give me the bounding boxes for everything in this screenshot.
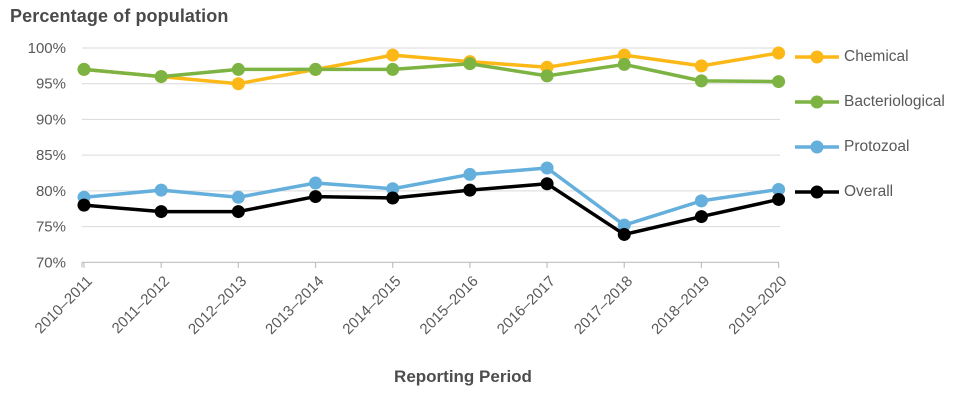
x-tick-label: 2015–2016 [417,273,482,338]
legend-label-overall: Overall [844,183,894,200]
data-point-protozoal [463,167,477,181]
legend-marker-overall-icon [795,185,839,199]
data-point-overall [231,205,245,219]
y-tick-label: 70% [36,254,66,271]
legend-item-overall: Overall [794,181,945,203]
x-axis-title: Reporting Period [394,367,532,386]
x-tick-label: 2011–2012 [109,273,173,337]
x-tick-label: 2016–2017 [494,273,559,338]
data-point-protozoal [231,190,245,204]
data-point-overall [386,191,400,205]
data-point-chemical [694,59,708,73]
legend-marker-bacteriological-icon [795,95,839,109]
series-line-overall [82,181,781,237]
legend-label-bacteriological: Bacteriological [844,93,945,110]
legend-label-protozoal: Protozoal [844,138,910,155]
data-point-overall [309,190,323,204]
data-point-chemical [386,48,400,62]
data-point-protozoal [694,194,708,208]
legend: Chemical Bacteriological Protozoal Overa… [794,46,945,203]
data-point-overall [77,198,91,212]
data-point-bacteriological [309,62,323,76]
data-point-overall [617,227,631,241]
legend-marker-protozoal-icon [795,140,839,154]
y-tick-label: 85% [36,147,66,164]
y-tick-label: 95% [36,76,66,93]
data-point-bacteriological [694,74,708,88]
data-point-bacteriological [540,69,554,83]
data-point-overall [772,192,786,206]
data-point-overall [154,205,168,219]
y-tick-label: 75% [36,219,66,236]
y-tick-label: 90% [36,111,66,128]
data-point-protozoal [540,161,554,175]
data-point-protozoal [772,182,786,196]
legend-item-protozoal: Protozoal [794,136,945,158]
data-point-protozoal [386,182,400,196]
data-point-bacteriological [77,62,91,76]
data-point-bacteriological [154,70,168,84]
data-point-bacteriological [231,62,245,76]
x-tick-label: 2019–2020 [725,273,790,338]
series-line-chemical [82,51,781,86]
series-line-bacteriological [82,61,781,84]
x-tick-label: 2017–2018 [571,273,636,338]
data-point-protozoal [154,183,168,197]
series-line-protozoal [82,166,781,227]
data-point-chemical [231,77,245,91]
x-tick-label: 2013–2014 [262,273,327,338]
y-tick-label: 80% [36,183,66,200]
legend-item-bacteriological: Bacteriological [794,91,945,113]
x-tick-label: 2014–2015 [339,273,404,338]
data-point-bacteriological [463,57,477,71]
data-point-chemical [617,48,631,62]
x-tick-label: 2018–2019 [648,273,713,338]
data-point-bacteriological [617,57,631,71]
data-point-overall [694,210,708,224]
legend-marker-chemical-icon [795,50,839,64]
legend-item-chemical: Chemical [794,46,945,68]
y-tick-label: 100% [28,40,66,57]
data-point-bacteriological [772,75,786,89]
data-point-protozoal [617,218,631,232]
data-point-overall [463,183,477,197]
x-tick-label: 2010–2011 [32,273,96,337]
chart-title: Percentage of population [10,6,229,26]
x-tick-label: 2012–2013 [185,273,250,338]
legend-label-chemical: Chemical [844,48,909,65]
data-point-protozoal [309,176,323,190]
data-point-chemical [772,46,786,60]
data-point-overall [540,177,554,191]
data-point-bacteriological [386,62,400,76]
